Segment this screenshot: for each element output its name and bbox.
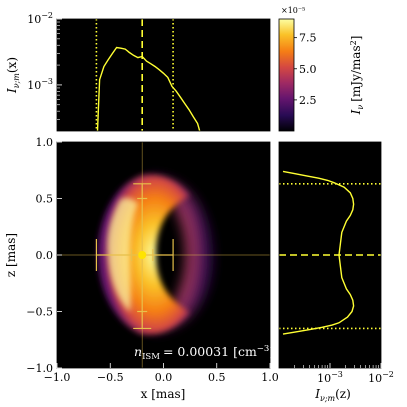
cbar-label-i: I xyxy=(349,109,363,115)
top-ytick-label: 10−3 xyxy=(27,77,53,92)
side-xtick-label: 10−2 xyxy=(368,370,394,385)
main-xtick-label: −1.0 xyxy=(44,371,71,384)
annotation-sup: −3 xyxy=(257,344,270,354)
cbar-label-close: ] xyxy=(349,36,363,41)
main-xlabel: x [mas] xyxy=(141,387,186,401)
top-profile-frame xyxy=(56,18,271,132)
side-profile-markers xyxy=(279,183,381,330)
colorbar-tick-label: 5.0 xyxy=(299,63,317,76)
main-ytick-label: −0.5 xyxy=(26,306,53,319)
side-profile-panel: 10−3 10−2 Iν;m(z) xyxy=(278,141,394,403)
top-profile-ylabel: Iν;m(x) xyxy=(5,57,21,94)
main-xtick-label: 0.0 xyxy=(155,371,173,384)
annotation-n: n xyxy=(134,344,142,359)
colorbar-tick-label: 2.5 xyxy=(299,94,317,107)
top-ytick-label-base: 10 xyxy=(27,13,41,26)
main-image-panel: −1.0 −0.5 0.0 0.5 1.0 −1.0 −0.5 0.0 0.5 1.0 x [ma… xyxy=(4,136,279,401)
main-ytick-label: 0.5 xyxy=(36,193,54,206)
side-xtick-label-base: 10 xyxy=(368,372,382,385)
colorbar-tick-label: 7.5 xyxy=(299,32,317,45)
cbar-label-sub: ν xyxy=(356,105,365,110)
side-profile-ticks: 10−3 10−2 xyxy=(294,363,394,385)
colorbar-gradient xyxy=(278,18,295,132)
top-profile-ticks: 10−310−2 xyxy=(27,11,62,120)
cbar-label-rest: [mJy/mas xyxy=(349,45,363,101)
top-ytick-label-exp: −2 xyxy=(41,11,53,20)
main-ytick-label: 1.0 xyxy=(36,136,54,149)
top-ylabel-rest: (x) xyxy=(5,57,19,73)
main-ytick-label: −1.0 xyxy=(26,362,53,375)
top-ylabel-i: I xyxy=(5,88,19,94)
main-xtick-label: −0.5 xyxy=(97,371,124,384)
colorbar-ticks: 2.5 5.0 7.5 xyxy=(294,32,317,107)
side-xtick-label-exp: −2 xyxy=(382,370,394,379)
top-ytick-label-exp: −3 xyxy=(41,77,53,86)
top-ytick-label: 10−2 xyxy=(27,11,53,26)
main-xtick-label: 0.5 xyxy=(208,371,226,384)
side-xtick-label-exp: −3 xyxy=(331,370,343,379)
annotation-close: ] xyxy=(269,344,274,359)
top-profile-line xyxy=(96,46,201,132)
side-xtick-label-base: 10 xyxy=(317,372,331,385)
side-profile-xlabel: Iν;m(z) xyxy=(314,387,351,403)
colorbar-offset-text: ×10⁻⁵ xyxy=(281,6,305,15)
top-profile-markers xyxy=(95,19,174,131)
side-xtick-label: 10−3 xyxy=(317,370,343,385)
main-ylabel: z [mas] xyxy=(4,233,18,277)
top-profile-background xyxy=(57,19,270,131)
colorbar: 2.5 5.0 7.5 ×10⁻⁵ Iν [mJy/mas2] xyxy=(278,6,365,132)
top-ylabel-sub: ν;m xyxy=(12,73,21,89)
main-ytick-label: 0.0 xyxy=(36,249,54,262)
side-profile-line xyxy=(282,170,355,335)
annotation-sub: ISM xyxy=(142,352,160,362)
main-xtick-label: 1.0 xyxy=(261,371,279,384)
side-xlabel-sub: ν;m xyxy=(320,394,336,403)
top-profile-panel: 10−310−2 Iν;m(x) xyxy=(5,11,271,132)
emission-back-lobe xyxy=(145,175,213,333)
main-image-ticks: −1.0 −0.5 0.0 0.5 1.0 −1.0 −0.5 0.0 0.5 1.0 xyxy=(26,136,278,384)
side-xlabel-rest: (z) xyxy=(335,387,351,401)
annotation-eq: = 0.00031 [cm xyxy=(163,344,257,359)
colorbar-label: Iν [mJy/mas2] xyxy=(349,36,365,116)
side-xlabel-i: I xyxy=(314,387,320,401)
cbar-label-sup: 2 xyxy=(349,40,358,45)
top-ytick-label-base: 10 xyxy=(27,79,41,92)
density-annotation: nISM = 0.00031 [cm−3] xyxy=(134,344,274,362)
centroid-marker xyxy=(138,251,147,259)
